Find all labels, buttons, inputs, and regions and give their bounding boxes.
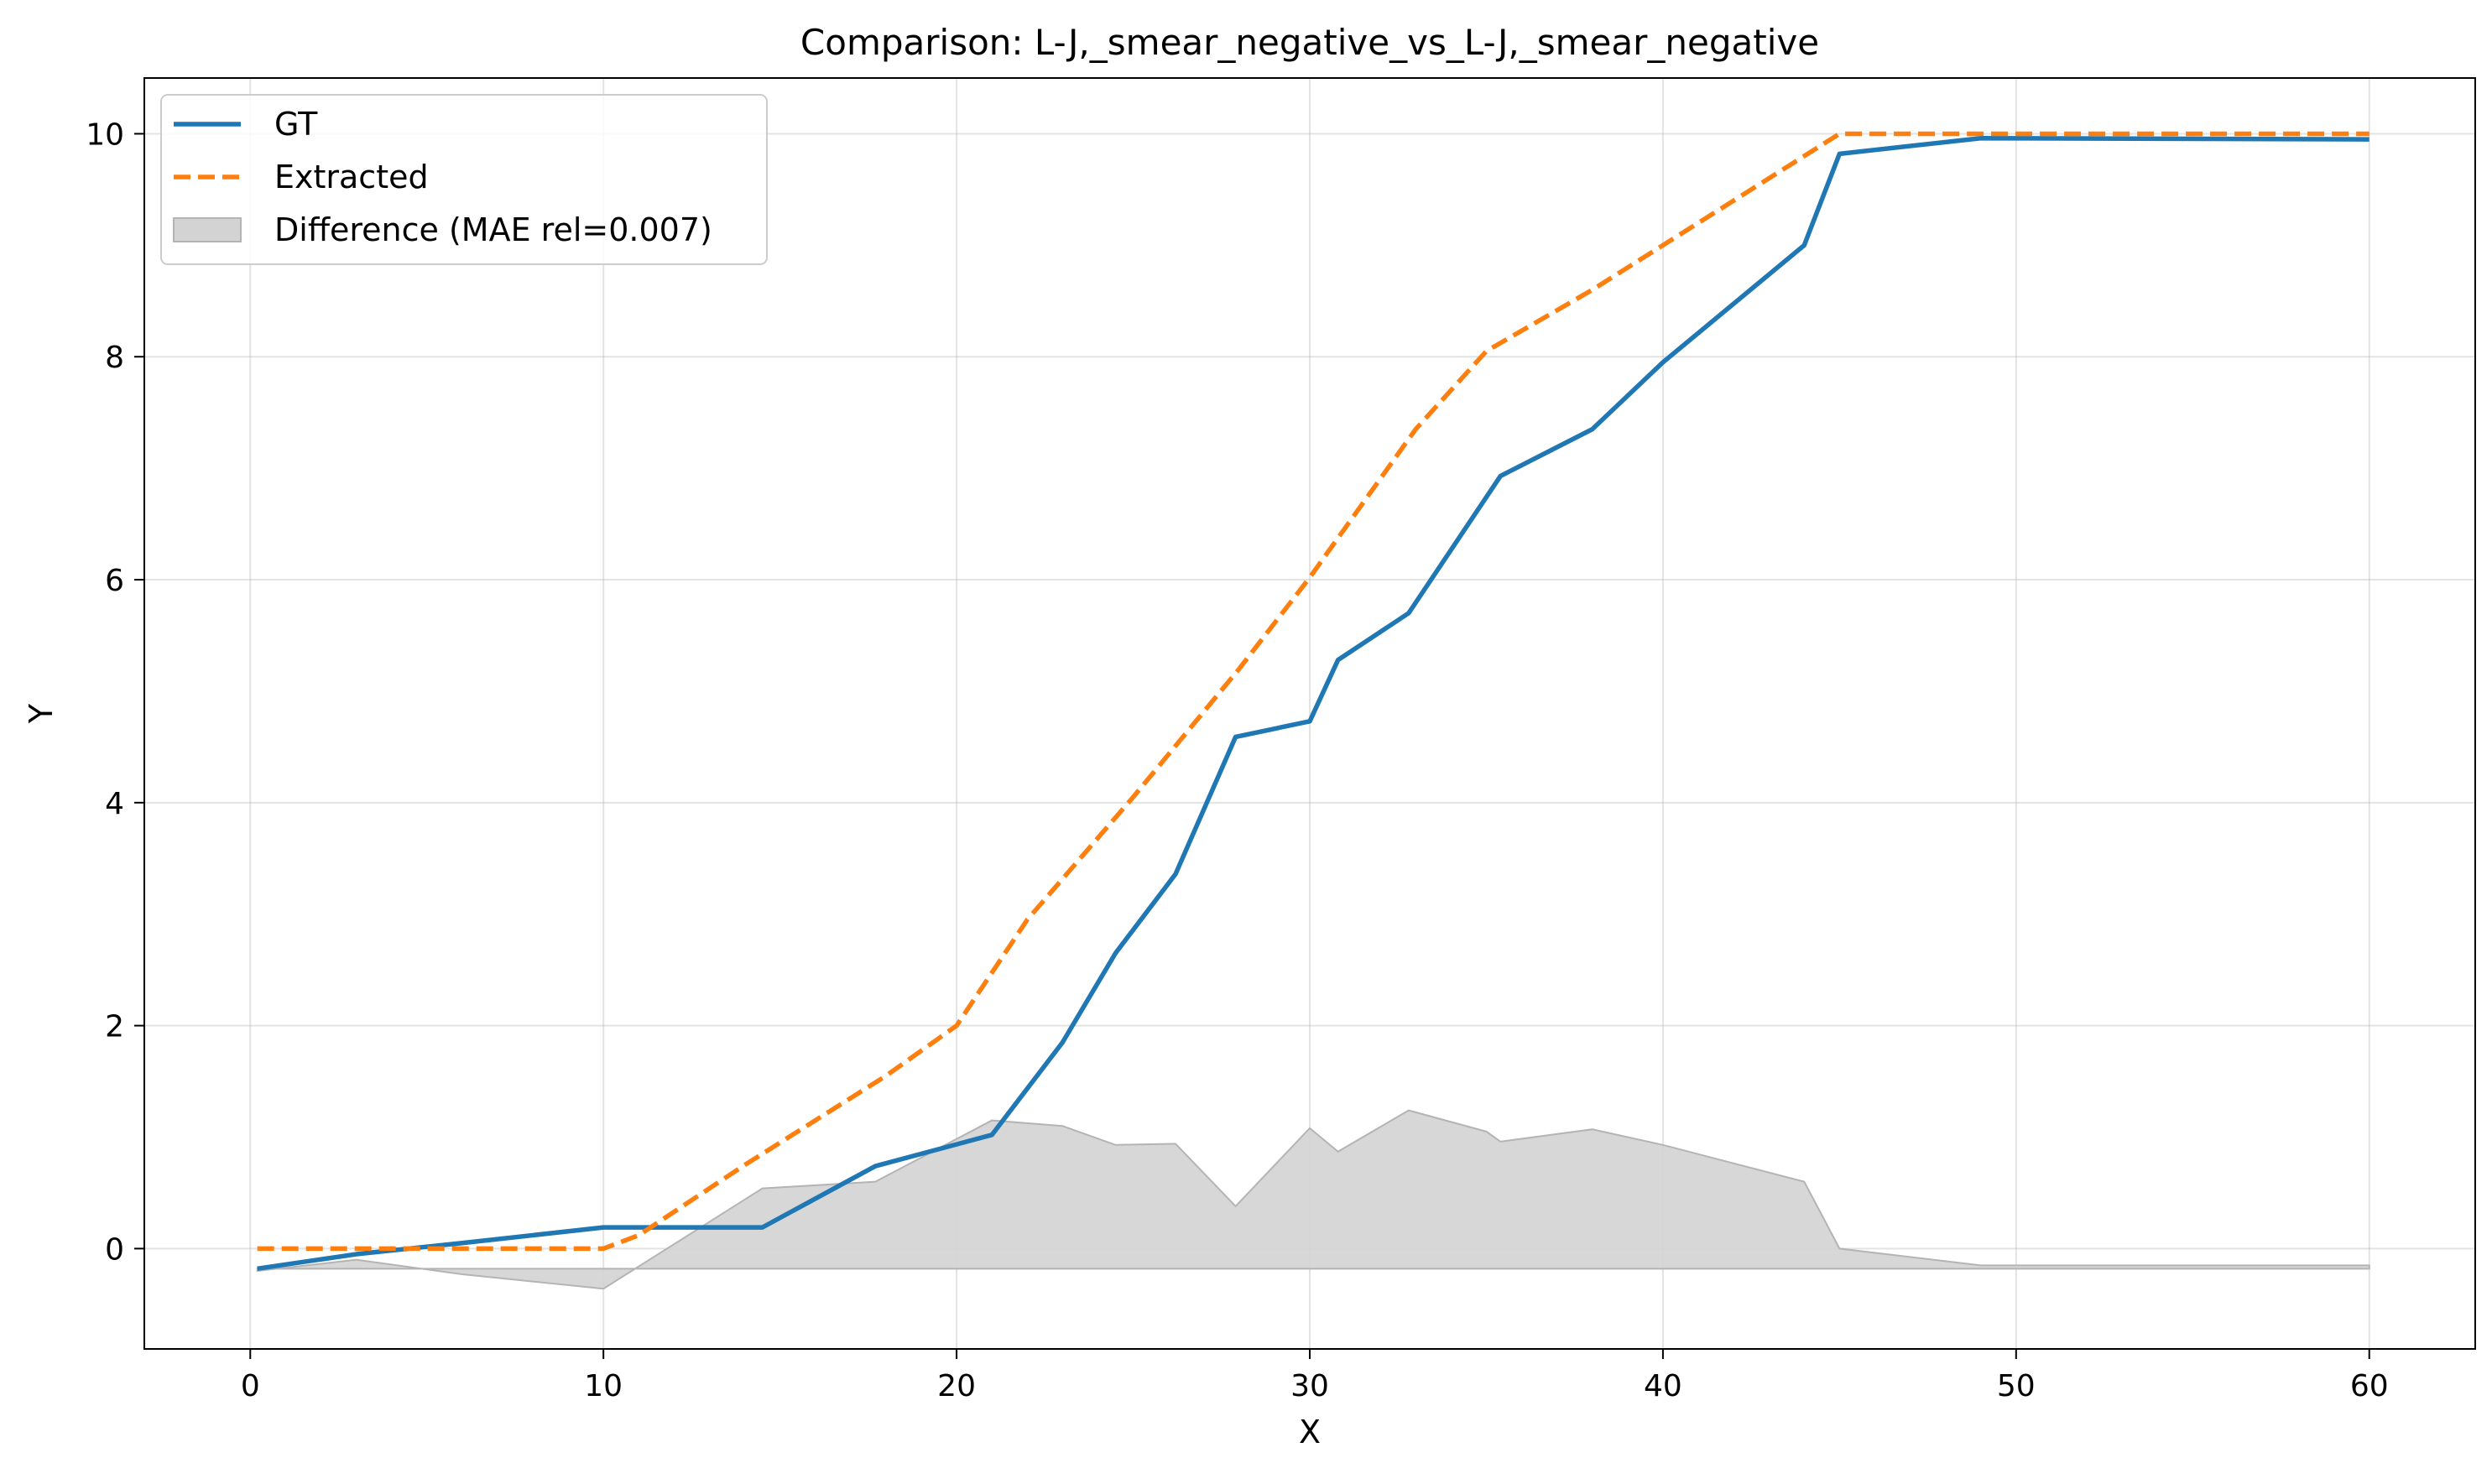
chart-title: Comparison: L-J,_smear_negative_vs_L-J,_…: [800, 22, 1819, 63]
x-tick-label: 20: [937, 1369, 976, 1403]
series-line-gt: [257, 136, 2369, 1272]
x-tick-label: 0: [241, 1369, 260, 1403]
y-tick-label: 8: [105, 341, 124, 375]
x-tick-label: 10: [584, 1369, 623, 1403]
legend-box: [160, 94, 768, 265]
y-tick-label: 0: [105, 1232, 124, 1267]
x-tick-label: 30: [1290, 1369, 1329, 1403]
legend: GT Extracted Difference (MAE rel=0.007): [160, 94, 768, 265]
axis-ticks: 0 10 20 30 40 50 60 0 2 4 6 8 10: [86, 117, 2388, 1403]
legend-swatch-difference: [173, 217, 242, 242]
series-line-extracted: [257, 131, 2369, 1252]
legend-label: Difference (MAE rel=0.007): [274, 211, 712, 248]
series-lines-layer: [257, 131, 2369, 1272]
legend-label: Extracted: [274, 159, 429, 195]
x-tick-label: 40: [1644, 1369, 1682, 1403]
x-axis-label: X: [1299, 1414, 1321, 1450]
legend-label: GT: [274, 106, 318, 143]
x-tick-label: 60: [2350, 1369, 2389, 1403]
y-tick-label: 10: [86, 117, 124, 152]
y-tick-label: 4: [105, 787, 124, 821]
y-tick-label: 6: [105, 564, 124, 598]
difference-area: [256, 1109, 2370, 1290]
y-axis-label: Y: [23, 703, 60, 724]
difference-area-layer: [256, 1109, 2370, 1290]
y-tick-label: 2: [105, 1010, 124, 1044]
x-tick-label: 50: [1997, 1369, 2036, 1403]
